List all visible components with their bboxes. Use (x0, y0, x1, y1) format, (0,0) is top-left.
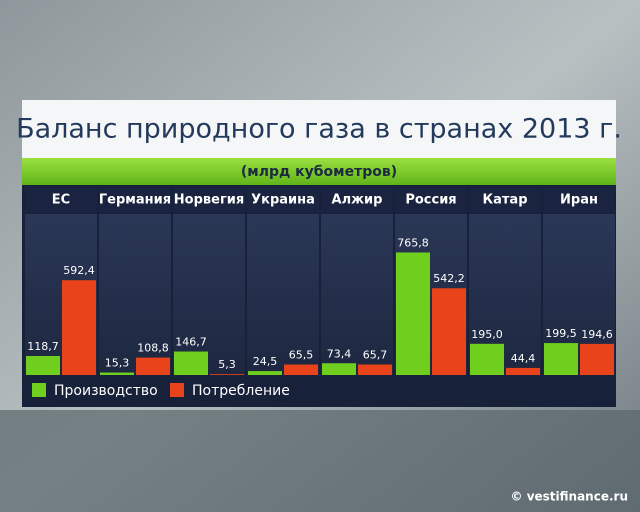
column (321, 214, 393, 375)
column (247, 214, 319, 375)
bar (174, 351, 208, 375)
value-label: 65,7 (363, 348, 388, 361)
x-tick-label: Иран (560, 193, 598, 208)
floor (0, 410, 640, 512)
bar (322, 363, 356, 375)
subtitle: (млрд кубометров) (241, 164, 397, 180)
value-label: 44,4 (511, 352, 536, 365)
value-label: 108,8 (137, 342, 169, 355)
column-header (469, 187, 541, 213)
bar (26, 356, 60, 375)
column-header (395, 187, 467, 213)
column (99, 214, 171, 375)
column-header (99, 187, 171, 213)
legend-label: Потребление (192, 383, 290, 399)
bar (432, 288, 466, 375)
x-tick-label: Катар (482, 193, 527, 208)
chart-title: Баланс природного газа в странах 2013 г. (16, 114, 622, 145)
bar (470, 343, 504, 375)
value-label: 5,3 (218, 358, 236, 371)
bar (580, 343, 614, 375)
value-label: 65,5 (289, 349, 314, 362)
value-label: 199,5 (545, 327, 577, 340)
column-header (173, 187, 245, 213)
source: © vestifinance.ru (511, 490, 628, 504)
title-band (22, 100, 616, 158)
value-label: 146,7 (175, 336, 207, 349)
x-tick-label: Украина (251, 193, 315, 208)
value-label: 194,6 (581, 328, 613, 341)
legend-label: Производство (54, 383, 158, 399)
legend-swatch (32, 383, 46, 397)
bar (210, 374, 244, 375)
column-header (25, 187, 97, 213)
value-label: 73,4 (327, 347, 352, 360)
x-tick-label: Германия (99, 193, 171, 208)
column (173, 214, 245, 375)
value-label: 24,5 (253, 355, 278, 368)
subtitle-band (22, 158, 616, 185)
bar (248, 371, 282, 375)
bar (284, 364, 318, 375)
value-label: 592,4 (63, 264, 95, 277)
x-tick-label: Алжир (332, 193, 383, 208)
x-tick-label: ЕС (52, 193, 70, 208)
column-header (543, 187, 615, 213)
legend-swatch (170, 383, 184, 397)
x-tick-label: Россия (405, 193, 456, 208)
x-tick-label: Норвегия (174, 193, 244, 208)
value-label: 15,3 (105, 357, 130, 370)
bar (358, 364, 392, 375)
value-label: 542,2 (433, 272, 465, 285)
bar (136, 357, 170, 375)
bar (544, 343, 578, 375)
column-header (247, 187, 319, 213)
value-label: 765,8 (397, 236, 429, 249)
bar (506, 367, 540, 375)
bar (62, 280, 96, 375)
bar (396, 252, 430, 375)
column-header (321, 187, 393, 213)
value-label: 118,7 (27, 340, 59, 353)
value-label: 195,0 (471, 328, 503, 341)
bar (100, 372, 134, 375)
